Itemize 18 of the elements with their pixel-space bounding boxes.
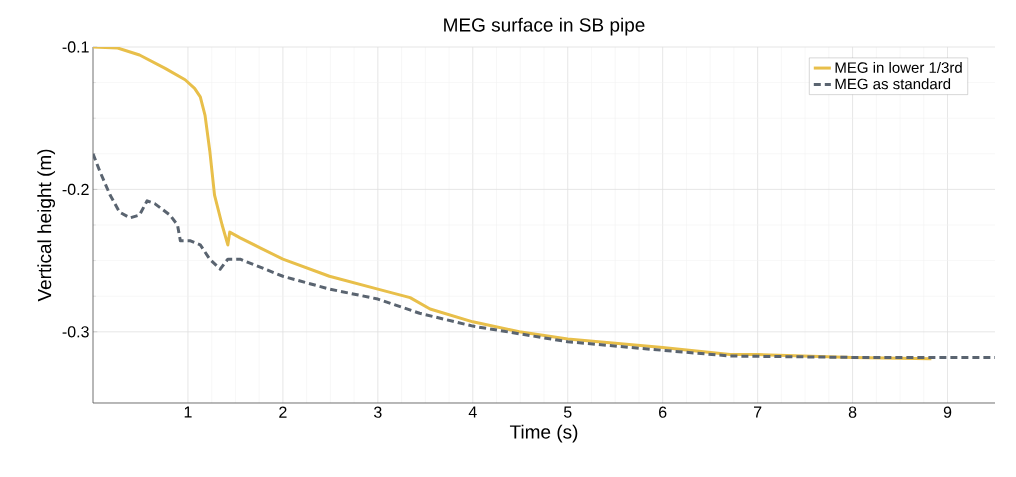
y-tick-label: -0.1: [62, 41, 89, 53]
x-tick-label: 4: [468, 406, 477, 418]
x-tick-label: 5: [563, 406, 572, 418]
y-tick-label: -0.2: [62, 183, 89, 196]
x-tick-label: 1: [184, 406, 192, 418]
x-tick-label: 3: [374, 406, 382, 418]
legend-label: MEG in lower 1/3rd: [835, 61, 962, 73]
x-axis-title: Time (s): [509, 424, 578, 443]
y-tick-label: -0.3: [62, 326, 89, 338]
line-series: [93, 152, 995, 359]
y-axis-title: Vertical height (m): [37, 149, 56, 302]
x-tick-label: 2: [279, 406, 287, 418]
x-tick-label: 9: [943, 406, 952, 418]
x-tick-label: 8: [848, 406, 857, 418]
legend-label: MEG as standard: [835, 78, 951, 90]
x-tick-label: 7: [754, 406, 762, 418]
chart-title: MEG surface in SB pipe: [444, 17, 645, 36]
x-tick-label: 6: [659, 406, 667, 418]
